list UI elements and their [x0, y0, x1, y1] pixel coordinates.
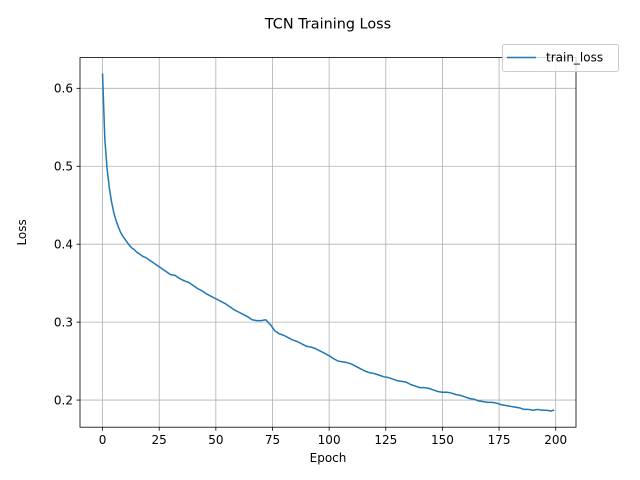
x-tick-label: 100	[318, 433, 341, 447]
x-tick-label: 150	[431, 433, 454, 447]
grid	[80, 57, 576, 428]
series-layer	[101, 73, 555, 412]
chart-title: TCN Training Loss	[264, 17, 391, 33]
x-tick-label: 175	[488, 433, 511, 447]
y-tick-label: 0.3	[54, 315, 73, 329]
y-tick-label: 0.2	[54, 393, 73, 407]
series-line-train-loss	[101, 73, 555, 412]
legend: train_loss	[502, 44, 619, 72]
x-axis-label: Epoch	[310, 451, 347, 465]
x-tick-label: 25	[152, 433, 167, 447]
x-tick-label: 75	[265, 433, 280, 447]
legend-label-train-loss: train_loss	[546, 51, 603, 65]
x-tick-label: 200	[544, 433, 567, 447]
ticks: 0 25 50 75 100 125 150 175 200 0.2 0.3 0.4 0.5 0.6	[54, 82, 567, 448]
y-tick-label: 0.4	[54, 237, 73, 251]
plot-area	[80, 57, 576, 428]
y-axis-label: Loss	[15, 219, 29, 245]
y-tick-label: 0.6	[54, 82, 73, 96]
x-tick-label: 0	[99, 433, 107, 447]
legend-box	[502, 44, 619, 72]
plot-frame	[79, 57, 577, 428]
x-tick-label: 125	[374, 433, 397, 447]
y-tick-label: 0.5	[54, 159, 73, 173]
x-tick-label: 50	[208, 433, 223, 447]
